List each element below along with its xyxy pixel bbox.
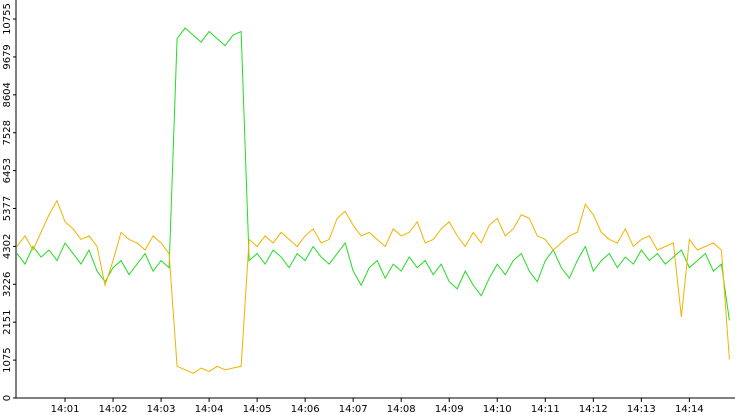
x-tick-label: 14:01 bbox=[51, 404, 80, 415]
y-tick-label: 7528 bbox=[2, 120, 13, 145]
y-tick-label: 3226 bbox=[2, 272, 13, 297]
x-tick-label: 14:02 bbox=[99, 404, 128, 415]
x-tick-label: 14:10 bbox=[483, 404, 512, 415]
x-tick-label: 14:12 bbox=[579, 404, 608, 415]
x-tick-label: 14:09 bbox=[435, 404, 464, 415]
y-tick-label: 6453 bbox=[2, 158, 13, 183]
y-tick-label: 1075 bbox=[2, 347, 13, 372]
x-tick-label: 14:08 bbox=[387, 404, 416, 415]
y-tick-label: 2151 bbox=[2, 309, 13, 334]
y-tick-label: 5377 bbox=[2, 196, 13, 221]
x-tick-label: 14:03 bbox=[147, 404, 176, 415]
x-tick-label: 14:05 bbox=[243, 404, 272, 415]
series-line bbox=[16, 199, 730, 374]
x-tick-label: 14:07 bbox=[339, 404, 368, 415]
y-tick-label: 4302 bbox=[2, 234, 13, 259]
y-tick-label: 8604 bbox=[2, 82, 13, 107]
x-tick-label: 14:13 bbox=[627, 404, 656, 415]
y-tick-label: 0 bbox=[2, 395, 13, 401]
series-line bbox=[16, 27, 730, 321]
y-tick-label: 10755 bbox=[2, 3, 13, 35]
x-tick-label: 14:14 bbox=[675, 404, 704, 415]
x-tick-label: 14:11 bbox=[531, 404, 560, 415]
x-tick-label: 14:06 bbox=[291, 404, 320, 415]
y-tick-label: 9679 bbox=[2, 44, 13, 69]
x-tick-label: 14:04 bbox=[195, 404, 224, 415]
